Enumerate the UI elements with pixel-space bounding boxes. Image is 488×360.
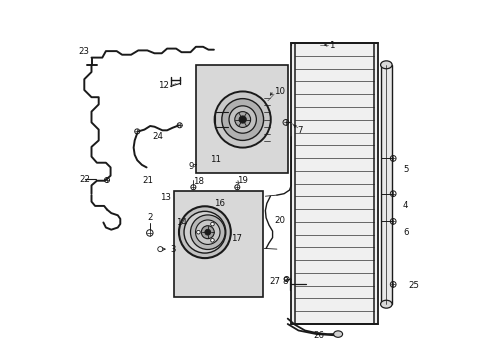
Text: 23: 23 — [78, 47, 89, 56]
Text: 13: 13 — [160, 193, 170, 202]
Text: 1: 1 — [328, 41, 334, 50]
Circle shape — [239, 116, 246, 123]
Text: 2: 2 — [147, 213, 152, 222]
Text: 21: 21 — [142, 176, 153, 185]
Circle shape — [179, 206, 230, 258]
Bar — [196, 65, 287, 173]
Text: 8: 8 — [282, 277, 287, 286]
Circle shape — [183, 211, 225, 253]
Circle shape — [204, 229, 210, 235]
Ellipse shape — [333, 331, 342, 337]
Circle shape — [228, 106, 256, 133]
Text: 11: 11 — [210, 155, 221, 163]
Ellipse shape — [380, 300, 391, 308]
Text: 27: 27 — [269, 277, 280, 286]
Text: 14: 14 — [176, 218, 186, 227]
Circle shape — [210, 222, 214, 226]
Text: 17: 17 — [230, 234, 242, 243]
Text: 12: 12 — [158, 81, 168, 90]
Text: 15: 15 — [201, 241, 212, 250]
Text: 25: 25 — [407, 281, 418, 289]
Text: 9: 9 — [187, 162, 193, 171]
Text: 6: 6 — [402, 228, 407, 237]
Circle shape — [234, 112, 250, 127]
Text: 22: 22 — [79, 175, 90, 184]
Text: 26: 26 — [312, 331, 323, 340]
Bar — [291, 43, 377, 324]
Circle shape — [201, 226, 214, 239]
Circle shape — [210, 239, 214, 242]
Text: 20: 20 — [273, 216, 285, 225]
Circle shape — [222, 99, 263, 140]
Circle shape — [195, 220, 220, 244]
Circle shape — [190, 215, 224, 249]
Bar — [380, 65, 391, 304]
Text: 18: 18 — [193, 177, 204, 186]
Ellipse shape — [380, 61, 391, 69]
Text: 5: 5 — [402, 165, 407, 174]
Bar — [174, 191, 262, 297]
Circle shape — [214, 91, 270, 148]
Text: 3: 3 — [170, 245, 176, 253]
Text: 19: 19 — [236, 176, 247, 185]
Text: 16: 16 — [213, 199, 224, 208]
Text: 4: 4 — [402, 201, 407, 210]
Text: 7: 7 — [297, 126, 303, 135]
Circle shape — [196, 230, 200, 234]
Text: 10: 10 — [273, 87, 285, 96]
Text: 24: 24 — [152, 132, 163, 141]
